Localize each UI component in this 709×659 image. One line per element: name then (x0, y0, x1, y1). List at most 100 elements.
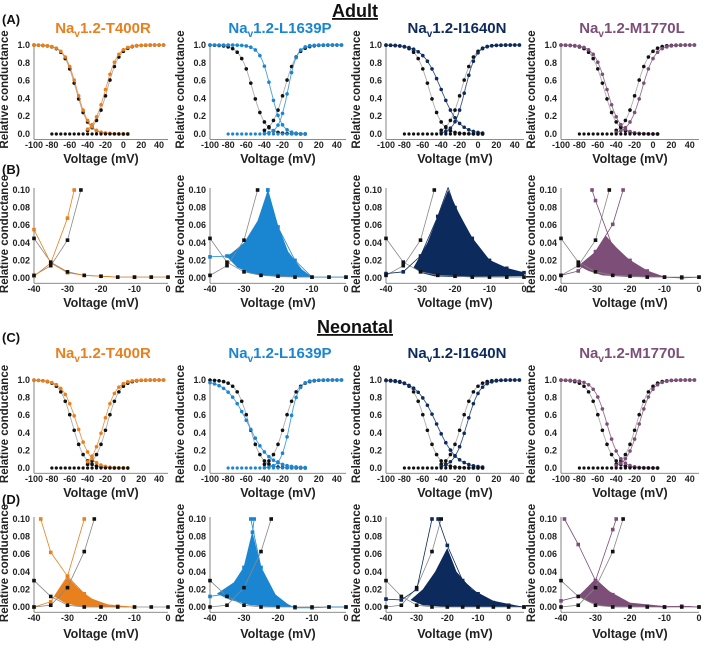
mutant-data-point (65, 574, 70, 578)
mut-inactivation-point (563, 378, 568, 382)
y-tick-label: 0.10 (539, 185, 557, 195)
wt-data-point (65, 270, 70, 274)
mut-inactivation-point (568, 43, 572, 48)
baseline-point (642, 466, 646, 470)
mutant-data-point (614, 517, 618, 521)
mut-inactivation-point (416, 49, 421, 54)
baseline-point (619, 132, 623, 136)
mut-inactivation-point (280, 123, 285, 127)
baseline-point (90, 132, 94, 136)
wt-activation-point (444, 459, 448, 463)
wt-data-point (593, 238, 598, 242)
wt-inactivation-point (90, 462, 94, 467)
baseline-point (637, 132, 641, 136)
mut-activation-point (289, 413, 294, 418)
window-current-area (578, 235, 665, 278)
wt-inactivation-point (430, 442, 434, 447)
mut-activation-point (444, 463, 448, 467)
mut-inactivation-curve (386, 380, 483, 468)
mut-activation-point (94, 444, 99, 449)
mut-activation-point (632, 110, 637, 115)
wt-inactivation-point (609, 110, 614, 115)
x-tick-label: -20 (99, 474, 112, 484)
wt-inactivation-point (63, 399, 68, 404)
mut-inactivation-point (563, 43, 568, 47)
x-tick-label: -60 (591, 140, 604, 150)
mut-activation-curve (441, 44, 520, 134)
mut-inactivation-point (54, 382, 59, 387)
window-panel-b-t400r: -40 -30 -20 -10 0 0.00 0.02 0.04 0.06 0.08 0.10 Vol… (0, 175, 171, 310)
mutant-data-point (476, 592, 480, 596)
wt-inactivation-point (235, 390, 239, 394)
wt-data-point (32, 578, 36, 583)
wt-data-point (132, 275, 137, 279)
baseline-point (628, 132, 632, 136)
wt-inactivation-curve (561, 379, 658, 469)
wt-activation-curve (209, 189, 258, 276)
baseline-point (439, 466, 443, 470)
wt-activation-point (457, 428, 462, 433)
baseline-point (253, 132, 257, 136)
wt-data-point (418, 238, 423, 242)
baseline-point (108, 466, 112, 470)
wt-activation-point (471, 55, 476, 59)
title-prefix: Na (408, 20, 428, 37)
wt-inactivation-point (586, 390, 591, 394)
baseline-point (467, 132, 471, 136)
y-tick-label: 0.00 (12, 602, 30, 612)
mut-inactivation-point (276, 113, 280, 118)
baseline-point (108, 132, 112, 136)
mut-inactivation-point (586, 382, 591, 387)
title-prefix: Na (408, 345, 428, 362)
x-tick-label: -40 (203, 613, 216, 623)
wt-data-point (65, 603, 70, 608)
mut-inactivation-point (434, 76, 439, 81)
mut-activation-point (307, 379, 312, 383)
wt-data-point (225, 603, 229, 608)
mut-inactivation-point (384, 378, 388, 383)
baseline-point (623, 466, 628, 470)
window-panel-d-m1770l: -40 -30 -20 -10 0 0.00 0.02 0.04 0.06 0.08 0.10 Vol… (526, 504, 702, 641)
wt-inactivation-point (262, 459, 267, 463)
mut-activation-point (660, 380, 664, 385)
wt-data-point (82, 605, 87, 609)
mut-inactivation-point (591, 387, 595, 392)
y-tick-label: 0.4 (544, 93, 557, 103)
mut-inactivation-point (249, 427, 253, 432)
wt-data-point (32, 605, 36, 609)
mutant-data-point (82, 592, 87, 596)
x-tick-label: -10 (483, 284, 496, 294)
x-tick-label: -100 (377, 474, 395, 484)
mut-inactivation-point (221, 43, 226, 47)
mut-inactivation-point (267, 80, 271, 84)
wt-inactivation-point (421, 67, 425, 71)
wt-activation-point (108, 412, 112, 417)
wt-inactivation-point (262, 120, 267, 124)
baseline-point (467, 466, 471, 470)
mut-activation-point (471, 401, 476, 406)
wt-activation-curve (615, 379, 695, 465)
wt-activation-curve (33, 189, 82, 276)
mut-inactivation-point (258, 53, 262, 58)
wt-inactivation-point (239, 56, 244, 61)
wt-activation-point (112, 399, 117, 404)
mut-inactivation-point (614, 114, 618, 119)
wt-inactivation-point (235, 50, 239, 55)
baseline-point (412, 132, 416, 136)
wt-activation-point (632, 94, 637, 98)
wt-activation-point (94, 452, 99, 457)
mut-inactivation-point (63, 392, 68, 397)
y-tick-label: 0.00 (188, 602, 206, 612)
mut-activation-point (665, 379, 669, 383)
mut-activation-point (674, 43, 678, 48)
mut-inactivation-point (407, 45, 411, 50)
wt-data-point (276, 605, 280, 609)
mut-inactivation-point (76, 94, 81, 98)
baseline-point (637, 466, 641, 470)
mut-activation-point (490, 43, 494, 48)
baseline-point (235, 132, 239, 136)
baseline-point (54, 466, 58, 470)
panel-label-d: (D) (2, 492, 20, 507)
baseline-point (72, 132, 76, 136)
baseline-point (642, 132, 646, 136)
